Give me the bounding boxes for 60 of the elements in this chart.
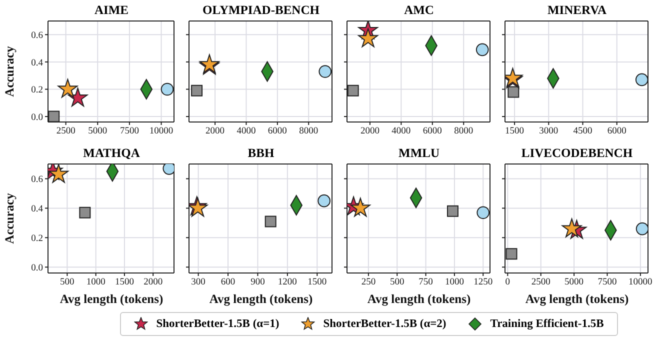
y-tick-label: 0.6 bbox=[31, 175, 44, 186]
x-tick-label: 1250 bbox=[474, 278, 493, 288]
x-tick-label: 1000 bbox=[444, 278, 464, 288]
x-tick-label: 0 bbox=[505, 278, 510, 288]
x-tick-label: 2500 bbox=[531, 278, 551, 288]
x-tick-label: 10000 bbox=[149, 126, 174, 137]
x-tick-label: 5000 bbox=[564, 278, 584, 288]
y-axis-title: Accuracy bbox=[2, 45, 16, 97]
chart-title: MINERVA bbox=[547, 3, 607, 17]
x-tick-label: 900 bbox=[250, 278, 266, 288]
y-tick-label: 0.0 bbox=[31, 263, 44, 274]
legend-label: Training Efficient-1.5B bbox=[490, 318, 604, 330]
y-tick-label: 0.2 bbox=[31, 86, 44, 96]
x-tick-label: 750 bbox=[418, 278, 434, 288]
x-tick-label: 7500 bbox=[120, 126, 140, 137]
chart-title: LIVECODEBENCH bbox=[521, 146, 633, 160]
y-tick-label: 0.4 bbox=[31, 204, 44, 215]
x-tick-label: 4000 bbox=[392, 126, 411, 137]
chart-title: AIME bbox=[94, 3, 129, 17]
x-tick-label: 1000 bbox=[86, 278, 106, 288]
chart-title: BBH bbox=[248, 146, 274, 160]
chart-title: OLYMPIAD-BENCH bbox=[202, 3, 320, 17]
legend-label: ShorterBetter-1.5B (α=1) bbox=[156, 318, 280, 330]
x-axis-title: Avg length (tokens) bbox=[209, 292, 313, 306]
x-tick-label: 7500 bbox=[598, 278, 617, 288]
x-tick-label: 10000 bbox=[628, 278, 653, 288]
x-tick-label: 3000 bbox=[539, 126, 558, 137]
y-axis-title: Accuracy bbox=[2, 192, 16, 244]
x-tick-label: 2000 bbox=[360, 126, 380, 137]
chart-title: MMLU bbox=[398, 146, 440, 160]
x-tick-label: 1500 bbox=[114, 278, 134, 288]
x-axis-title: Avg length (tokens) bbox=[60, 292, 164, 306]
x-tick-label: 6000 bbox=[268, 126, 288, 137]
x-tick-label: 250 bbox=[361, 278, 376, 288]
x-tick-label: 2000 bbox=[144, 278, 163, 288]
x-tick-label: 500 bbox=[60, 278, 75, 288]
x-tick-label: 2500 bbox=[56, 126, 76, 137]
x-tick-label: 600 bbox=[220, 278, 236, 288]
x-tick-label: 8000 bbox=[454, 126, 474, 137]
x-tick-label: 4500 bbox=[573, 126, 592, 137]
legend-label: ShorterBetter-1.5B (α=2) bbox=[323, 318, 446, 330]
x-axis-title: Avg length (tokens) bbox=[367, 292, 471, 306]
x-axis-title: Avg length (tokens) bbox=[525, 292, 629, 306]
chart-title: MATHQA bbox=[83, 146, 140, 160]
y-tick-label: 0.4 bbox=[31, 58, 44, 68]
x-tick-label: 5000 bbox=[88, 126, 108, 137]
x-tick-label: 6000 bbox=[607, 126, 627, 137]
x-tick-label: 1500 bbox=[505, 126, 524, 137]
chart-title: AMC bbox=[404, 3, 434, 17]
x-tick-label: 8000 bbox=[299, 126, 318, 137]
x-tick-label: 500 bbox=[390, 278, 404, 288]
y-tick-label: 0.2 bbox=[31, 234, 44, 244]
x-tick-label: 4000 bbox=[236, 126, 256, 137]
x-tick-label: 2000 bbox=[206, 126, 225, 137]
y-tick-label: 0.0 bbox=[31, 112, 44, 123]
x-tick-label: 300 bbox=[191, 278, 206, 288]
x-tick-label: 1500 bbox=[308, 278, 327, 288]
x-tick-label: 6000 bbox=[422, 126, 442, 137]
y-tick-label: 0.6 bbox=[31, 31, 44, 42]
x-tick-label: 1200 bbox=[278, 278, 298, 288]
